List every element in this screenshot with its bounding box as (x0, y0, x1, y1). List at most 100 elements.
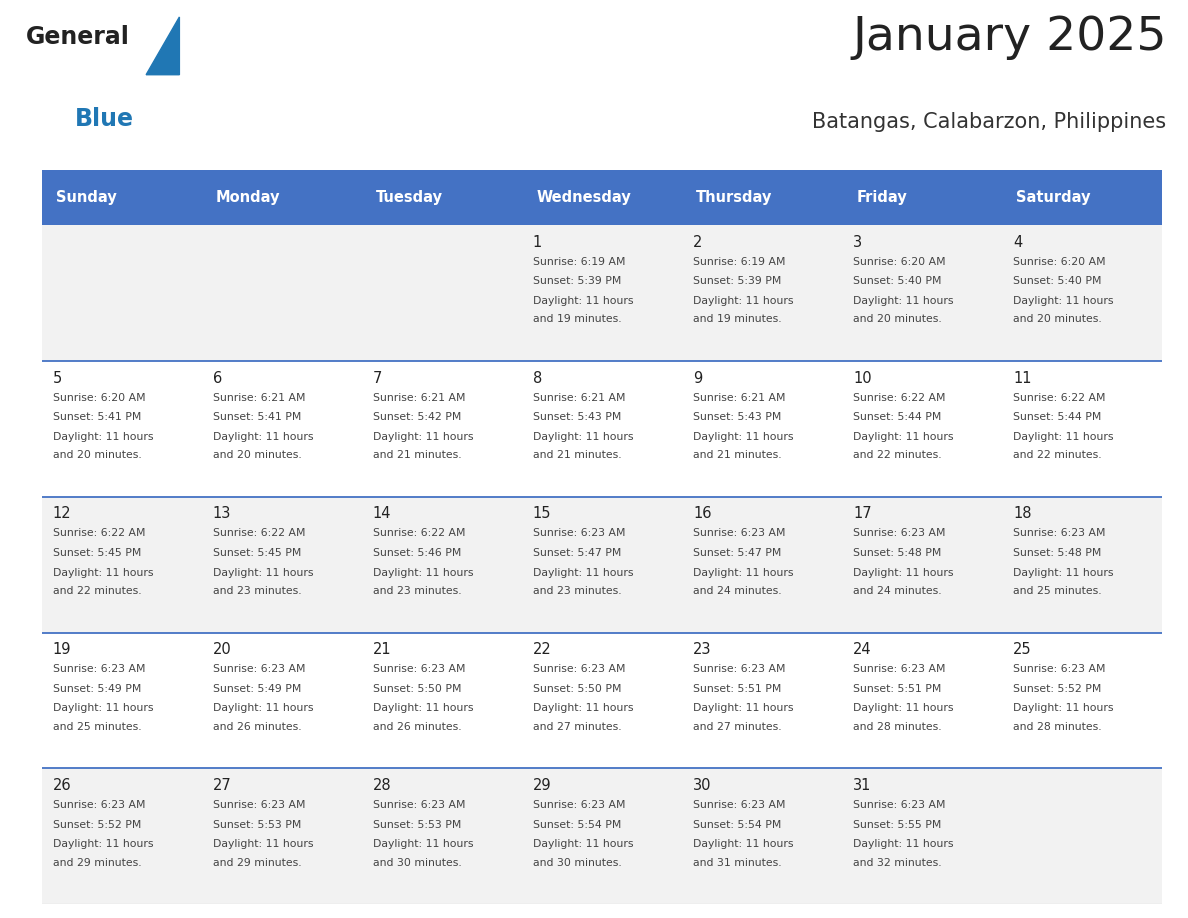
FancyBboxPatch shape (682, 497, 842, 633)
Text: Sunset: 5:42 PM: Sunset: 5:42 PM (373, 412, 461, 422)
Text: Sunrise: 6:23 AM: Sunrise: 6:23 AM (373, 800, 466, 811)
FancyBboxPatch shape (202, 225, 361, 361)
Text: Daylight: 11 hours: Daylight: 11 hours (1013, 431, 1113, 442)
Text: Sunrise: 6:23 AM: Sunrise: 6:23 AM (693, 800, 785, 811)
Text: Sunrise: 6:22 AM: Sunrise: 6:22 AM (853, 393, 946, 403)
Text: Sunrise: 6:19 AM: Sunrise: 6:19 AM (533, 257, 625, 267)
Text: Sunset: 5:53 PM: Sunset: 5:53 PM (373, 820, 461, 830)
Text: and 27 minutes.: and 27 minutes. (533, 722, 621, 732)
Text: Daylight: 11 hours: Daylight: 11 hours (373, 567, 473, 577)
FancyBboxPatch shape (842, 361, 1001, 497)
Text: Daylight: 11 hours: Daylight: 11 hours (52, 703, 153, 713)
Text: Daylight: 11 hours: Daylight: 11 hours (693, 703, 794, 713)
Text: Sunrise: 6:21 AM: Sunrise: 6:21 AM (213, 393, 305, 403)
Text: and 21 minutes.: and 21 minutes. (373, 450, 461, 460)
Text: Sunrise: 6:23 AM: Sunrise: 6:23 AM (533, 800, 625, 811)
FancyBboxPatch shape (361, 170, 522, 225)
Text: Sunset: 5:55 PM: Sunset: 5:55 PM (853, 820, 941, 830)
Text: Daylight: 11 hours: Daylight: 11 hours (213, 431, 314, 442)
Text: Sunrise: 6:23 AM: Sunrise: 6:23 AM (213, 800, 305, 811)
Text: Daylight: 11 hours: Daylight: 11 hours (533, 567, 633, 577)
Text: and 25 minutes.: and 25 minutes. (1013, 586, 1101, 596)
Text: Daylight: 11 hours: Daylight: 11 hours (373, 703, 473, 713)
Text: Sunrise: 6:22 AM: Sunrise: 6:22 AM (213, 529, 305, 539)
Text: Sunrise: 6:21 AM: Sunrise: 6:21 AM (373, 393, 466, 403)
Text: and 22 minutes.: and 22 minutes. (853, 450, 942, 460)
Text: Sunrise: 6:23 AM: Sunrise: 6:23 AM (213, 665, 305, 675)
Text: Saturday: Saturday (1016, 190, 1091, 205)
FancyBboxPatch shape (361, 361, 522, 497)
Text: Daylight: 11 hours: Daylight: 11 hours (693, 431, 794, 442)
FancyBboxPatch shape (361, 633, 522, 768)
Text: Sunset: 5:45 PM: Sunset: 5:45 PM (213, 548, 302, 558)
Text: Sunrise: 6:20 AM: Sunrise: 6:20 AM (52, 393, 145, 403)
Text: 23: 23 (693, 643, 712, 657)
Text: Sunrise: 6:23 AM: Sunrise: 6:23 AM (693, 529, 785, 539)
FancyBboxPatch shape (522, 768, 682, 904)
Text: Daylight: 11 hours: Daylight: 11 hours (533, 839, 633, 849)
Text: Sunrise: 6:22 AM: Sunrise: 6:22 AM (52, 529, 145, 539)
Text: Sunset: 5:51 PM: Sunset: 5:51 PM (853, 684, 941, 694)
FancyBboxPatch shape (361, 225, 522, 361)
Text: 11: 11 (1013, 371, 1031, 386)
Text: Sunset: 5:48 PM: Sunset: 5:48 PM (1013, 548, 1101, 558)
Text: Sunrise: 6:23 AM: Sunrise: 6:23 AM (693, 665, 785, 675)
Text: Sunrise: 6:23 AM: Sunrise: 6:23 AM (1013, 665, 1106, 675)
FancyBboxPatch shape (522, 361, 682, 497)
Text: Sunset: 5:49 PM: Sunset: 5:49 PM (52, 684, 141, 694)
Text: Sunset: 5:39 PM: Sunset: 5:39 PM (533, 276, 621, 286)
Text: 13: 13 (213, 507, 232, 521)
Text: Sunset: 5:52 PM: Sunset: 5:52 PM (1013, 684, 1101, 694)
Text: Daylight: 11 hours: Daylight: 11 hours (533, 703, 633, 713)
Text: 29: 29 (533, 778, 551, 793)
Text: 8: 8 (533, 371, 542, 386)
Text: Sunrise: 6:23 AM: Sunrise: 6:23 AM (52, 665, 145, 675)
Text: 12: 12 (52, 507, 71, 521)
Text: and 20 minutes.: and 20 minutes. (52, 450, 141, 460)
FancyBboxPatch shape (202, 497, 361, 633)
FancyBboxPatch shape (682, 361, 842, 497)
Text: Daylight: 11 hours: Daylight: 11 hours (1013, 296, 1113, 306)
Text: and 20 minutes.: and 20 minutes. (213, 450, 302, 460)
Text: Daylight: 11 hours: Daylight: 11 hours (213, 567, 314, 577)
Text: 2: 2 (693, 235, 702, 250)
Text: and 22 minutes.: and 22 minutes. (1013, 450, 1101, 460)
Text: and 29 minutes.: and 29 minutes. (213, 857, 302, 868)
Text: 31: 31 (853, 778, 871, 793)
Text: Daylight: 11 hours: Daylight: 11 hours (52, 567, 153, 577)
FancyBboxPatch shape (1001, 633, 1162, 768)
Text: 3: 3 (853, 235, 862, 250)
Text: Daylight: 11 hours: Daylight: 11 hours (52, 431, 153, 442)
Text: Sunset: 5:51 PM: Sunset: 5:51 PM (693, 684, 782, 694)
Text: Daylight: 11 hours: Daylight: 11 hours (533, 296, 633, 306)
FancyBboxPatch shape (522, 170, 682, 225)
Text: 1: 1 (533, 235, 542, 250)
Text: Sunset: 5:49 PM: Sunset: 5:49 PM (213, 684, 302, 694)
Text: Sunset: 5:41 PM: Sunset: 5:41 PM (52, 412, 141, 422)
Text: Daylight: 11 hours: Daylight: 11 hours (693, 839, 794, 849)
Text: Sunrise: 6:23 AM: Sunrise: 6:23 AM (853, 665, 946, 675)
Text: Daylight: 11 hours: Daylight: 11 hours (213, 839, 314, 849)
Text: Tuesday: Tuesday (377, 190, 443, 205)
Text: Sunset: 5:47 PM: Sunset: 5:47 PM (693, 548, 782, 558)
Text: Sunset: 5:45 PM: Sunset: 5:45 PM (52, 548, 141, 558)
Text: Sunrise: 6:20 AM: Sunrise: 6:20 AM (853, 257, 946, 267)
Text: Daylight: 11 hours: Daylight: 11 hours (533, 431, 633, 442)
FancyBboxPatch shape (42, 225, 202, 361)
Text: 9: 9 (693, 371, 702, 386)
Text: Wednesday: Wednesday (536, 190, 631, 205)
FancyBboxPatch shape (682, 633, 842, 768)
Text: 27: 27 (213, 778, 232, 793)
FancyBboxPatch shape (1001, 768, 1162, 904)
Text: Sunset: 5:40 PM: Sunset: 5:40 PM (1013, 276, 1101, 286)
Text: Daylight: 11 hours: Daylight: 11 hours (373, 431, 473, 442)
Text: Sunset: 5:43 PM: Sunset: 5:43 PM (533, 412, 621, 422)
Text: Sunset: 5:43 PM: Sunset: 5:43 PM (693, 412, 782, 422)
Text: 6: 6 (213, 371, 222, 386)
Text: 20: 20 (213, 643, 232, 657)
Text: 16: 16 (693, 507, 712, 521)
Text: and 26 minutes.: and 26 minutes. (213, 722, 302, 732)
FancyBboxPatch shape (842, 497, 1001, 633)
Text: Sunset: 5:50 PM: Sunset: 5:50 PM (533, 684, 621, 694)
Text: Monday: Monday (216, 190, 280, 205)
